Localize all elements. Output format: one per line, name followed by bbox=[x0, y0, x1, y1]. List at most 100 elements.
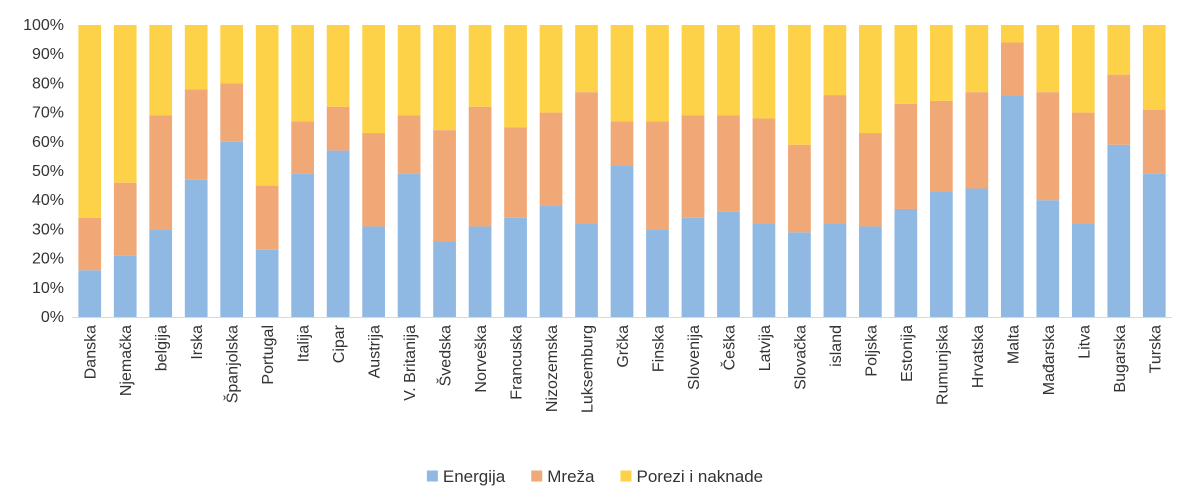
x-category-label: Danska bbox=[83, 325, 100, 379]
bar-segment-porezi-i-naknade bbox=[504, 25, 527, 128]
x-category-label: Malta bbox=[1005, 325, 1022, 364]
bar-segment-porezi-i-naknade bbox=[1107, 25, 1131, 75]
bar-stack bbox=[788, 25, 811, 317]
x-category-label: belgija bbox=[154, 325, 171, 371]
legend-label-mreža: Mreža bbox=[547, 467, 595, 486]
x-category-label: Luksemburg bbox=[580, 325, 597, 413]
bar-stack bbox=[1036, 25, 1060, 317]
x-category-label: Bugarska bbox=[1112, 325, 1129, 393]
x-category-label: Slovačka bbox=[792, 325, 809, 390]
bar-segment-mreža bbox=[291, 121, 314, 174]
legend-label-energija: Energija bbox=[443, 467, 506, 486]
bar-segment-porezi-i-naknade bbox=[326, 25, 350, 107]
bar-segment-energija bbox=[149, 229, 173, 317]
bar-segment-porezi-i-naknade bbox=[149, 25, 173, 116]
x-category-label: Litva bbox=[1076, 325, 1093, 359]
bar-stack bbox=[1107, 25, 1131, 317]
bar-segment-mreža bbox=[965, 92, 989, 189]
x-category-label: Finska bbox=[650, 325, 667, 372]
y-tick-label: 40% bbox=[32, 192, 64, 209]
bar-stack bbox=[1000, 25, 1024, 317]
bar-stack bbox=[965, 25, 989, 317]
bar-stack bbox=[1142, 25, 1166, 317]
legend-swatch-porezi-i-naknade bbox=[620, 470, 632, 482]
bar-segment-mreža bbox=[433, 130, 456, 242]
bar-segment-porezi-i-naknade bbox=[539, 25, 563, 113]
bar-segment-energija bbox=[610, 165, 634, 317]
bar-stack bbox=[78, 25, 102, 317]
bar-segment-mreža bbox=[1000, 42, 1024, 96]
bar-segment-energija bbox=[717, 211, 740, 317]
bar-segment-mreža bbox=[788, 144, 811, 233]
bar-segment-porezi-i-naknade bbox=[255, 25, 279, 186]
bar-segment-energija bbox=[681, 217, 705, 317]
bar-segment-energija bbox=[1107, 144, 1131, 317]
y-tick-label: 50% bbox=[32, 163, 64, 180]
bar-segment-energija bbox=[894, 208, 918, 317]
bar-stack bbox=[859, 25, 882, 317]
bar-segment-mreža bbox=[646, 121, 669, 230]
legend-swatch-energija bbox=[426, 470, 438, 482]
x-category-label: Švedska bbox=[436, 325, 455, 386]
bar-segment-energija bbox=[504, 217, 527, 317]
bar-segment-energija bbox=[752, 223, 776, 317]
bar-segment-porezi-i-naknade bbox=[468, 25, 492, 107]
bar-segment-porezi-i-naknade bbox=[859, 25, 882, 134]
x-category-label: Španjolska bbox=[223, 325, 242, 403]
bar-stack bbox=[397, 25, 421, 317]
x-category-label: Latvija bbox=[757, 325, 774, 371]
bar-stack bbox=[255, 25, 279, 317]
bar-segment-energija bbox=[220, 141, 244, 317]
bar-segment-porezi-i-naknade bbox=[184, 25, 208, 90]
bar-segment-porezi-i-naknade bbox=[291, 25, 314, 122]
bar-segment-mreža bbox=[397, 115, 421, 174]
bar-stack bbox=[539, 25, 563, 317]
bar-segment-energija bbox=[1000, 95, 1024, 317]
bar-segment-mreža bbox=[823, 95, 847, 224]
bar-segment-mreža bbox=[149, 115, 173, 230]
bar-segment-mreža bbox=[1142, 109, 1166, 174]
bar-segment-mreža bbox=[220, 83, 244, 142]
x-category-label: Rumunjska bbox=[934, 325, 951, 405]
x-category-label: Norveška bbox=[473, 325, 490, 393]
bar-segment-mreža bbox=[113, 182, 137, 256]
bar-segment-mreža bbox=[184, 89, 208, 180]
bar-stack bbox=[149, 25, 173, 317]
bar-stack bbox=[291, 25, 314, 317]
bar-segment-energija bbox=[362, 226, 385, 317]
x-category-label: Cipar bbox=[331, 324, 348, 363]
x-category-label: V. Britanija bbox=[402, 325, 419, 401]
x-category-label: Poljska bbox=[863, 325, 880, 377]
bar-segment-energija bbox=[468, 226, 492, 317]
bar-segment-mreža bbox=[930, 100, 953, 192]
bar-segment-mreža bbox=[1107, 74, 1131, 145]
bar-segment-porezi-i-naknade bbox=[752, 25, 776, 119]
bar-segment-energija bbox=[433, 241, 456, 317]
bar-segment-energija bbox=[326, 150, 350, 317]
x-category-label: Italija bbox=[296, 325, 313, 362]
bar-segment-porezi-i-naknade bbox=[1000, 25, 1024, 43]
x-category-label: Njemačka bbox=[118, 325, 135, 396]
x-category-label: Francuska bbox=[509, 325, 526, 400]
bar-stack bbox=[610, 25, 634, 317]
bar-stack bbox=[575, 25, 598, 317]
y-tick-label: 70% bbox=[32, 105, 64, 122]
bar-segment-mreža bbox=[717, 115, 740, 212]
legend-label-porezi-i-naknade: Porezi i naknade bbox=[636, 467, 763, 486]
bar-stack bbox=[681, 25, 705, 317]
y-tick-label: 10% bbox=[32, 280, 64, 297]
bar-segment-mreža bbox=[255, 185, 279, 250]
bar-segment-mreža bbox=[610, 121, 634, 166]
bar-stack bbox=[1071, 25, 1095, 317]
x-axis: Danska Njemačka belgija Irska Španjolska Port… bbox=[72, 317, 1172, 413]
bar-segment-mreža bbox=[362, 133, 385, 227]
bar-segment-porezi-i-naknade bbox=[1071, 25, 1095, 113]
x-category-label: Češka bbox=[719, 325, 738, 370]
bar-segment-porezi-i-naknade bbox=[823, 25, 847, 96]
bar-segment-porezi-i-naknade bbox=[965, 25, 989, 93]
bar-stack bbox=[646, 25, 669, 317]
bar-segment-mreža bbox=[894, 103, 918, 209]
bar-segment-mreža bbox=[681, 115, 705, 218]
bar-segment-porezi-i-naknade bbox=[1036, 25, 1060, 93]
bar-segment-porezi-i-naknade bbox=[397, 25, 421, 116]
